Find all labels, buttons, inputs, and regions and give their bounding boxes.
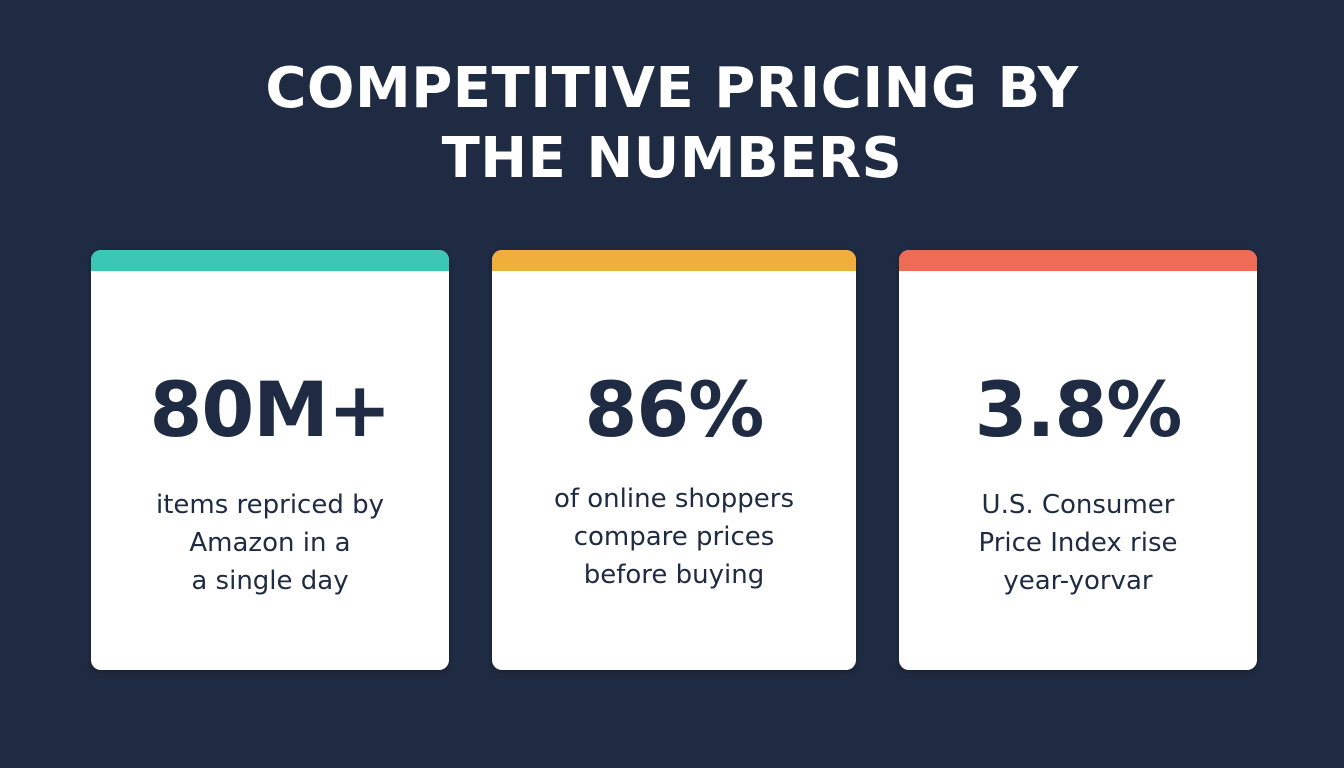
stat-description-line: of online shoppers	[553, 484, 795, 514]
page-title-line-1: COMPETITIVE PRICING BY	[265, 56, 1079, 121]
card-accent-bar	[91, 250, 449, 271]
stat-description: items repriced by Amazon in a a single d…	[91, 486, 449, 600]
card-accent-bar	[492, 250, 856, 271]
stat-card-online-shoppers: 86% of online shoppers compare prices be…	[492, 250, 856, 670]
stat-card-amazon-repricing: 80M+ items repriced by Amazon in a a sin…	[91, 250, 449, 670]
page-title-line-2: THE NUMBERS	[441, 126, 903, 191]
stat-description: U.S. Consumer Price Index rise year-yorv…	[899, 486, 1257, 600]
stat-value: 86%	[584, 365, 765, 454]
stat-description: of online shoppers compare prices before…	[492, 480, 856, 594]
stat-description-line: before buying	[583, 560, 765, 590]
stat-description-line: year-yorvar	[1003, 566, 1153, 596]
stat-value: 80M+	[149, 365, 391, 454]
stat-value: 3.8%	[974, 365, 1183, 454]
stat-description-line: Amazon in a	[189, 528, 351, 558]
stat-description-line: U.S. Consumer	[981, 490, 1175, 520]
stat-description-line: compare prices	[573, 522, 775, 552]
stat-description-line: a single day	[191, 566, 349, 596]
stat-description-line: Price Index rise	[978, 528, 1178, 558]
card-accent-bar	[899, 250, 1257, 271]
page-title: COMPETITIVE PRICING BY THE NUMBERS	[0, 54, 1344, 194]
stat-card-consumer-price-index: 3.8% U.S. Consumer Price Index rise year…	[899, 250, 1257, 670]
stat-description-line: items repriced by	[155, 490, 385, 520]
